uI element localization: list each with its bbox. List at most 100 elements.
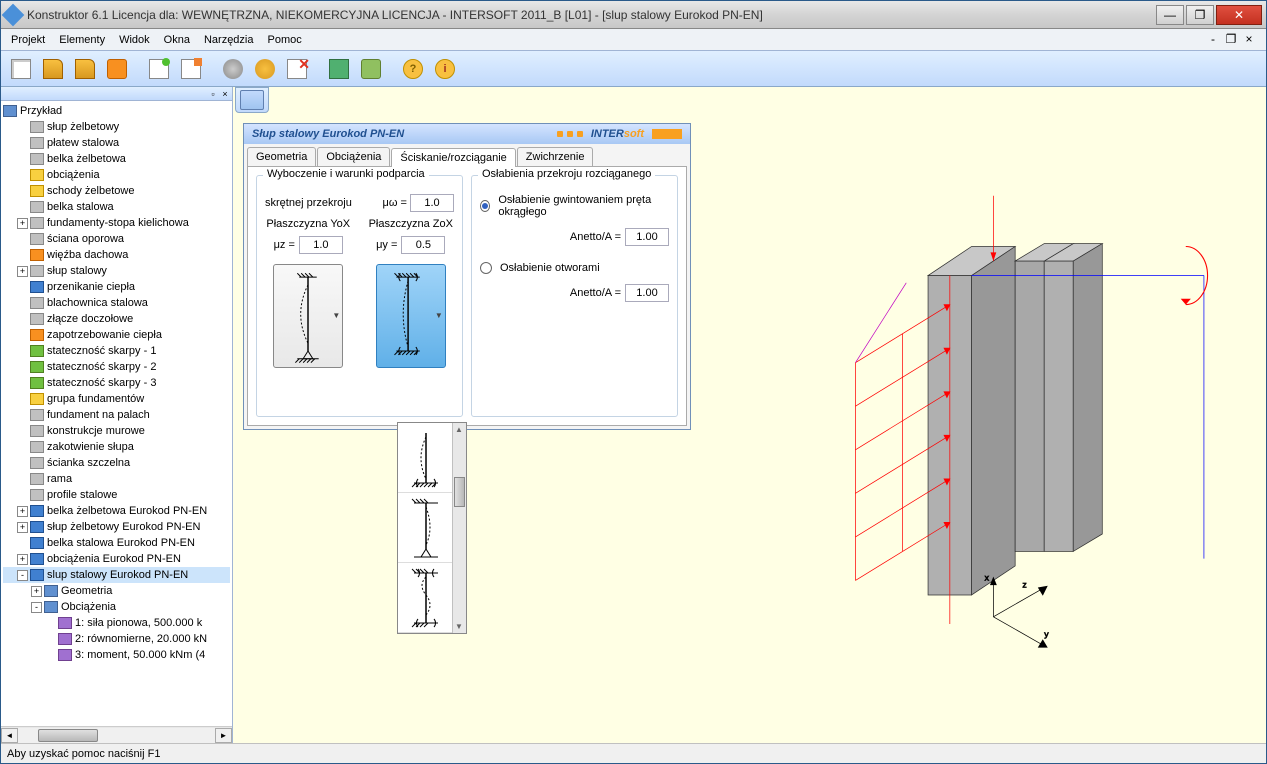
tree-expand-button[interactable]: + [17, 266, 28, 277]
tree-item[interactable]: -slup stalowy Eurokod PN-EN [3, 567, 230, 583]
tree-item[interactable]: -Obciążenia [3, 599, 230, 615]
delete-button[interactable] [283, 55, 311, 83]
mu-z-input[interactable] [299, 236, 343, 254]
scroll-thumb[interactable] [38, 729, 98, 742]
doc-edit-button[interactable] [177, 55, 205, 83]
tree-item[interactable]: belka stalowa Eurokod PN-EN [3, 535, 230, 551]
tree-item[interactable]: 3: moment, 50.000 kNm (4 [3, 647, 230, 663]
menu-pomoc[interactable]: Pomoc [268, 34, 302, 46]
tree-expand-button[interactable]: + [17, 506, 28, 517]
tree-item-label: zakotwienie słupa [47, 441, 134, 453]
menu-okna[interactable]: Okna [164, 34, 190, 46]
menu-projekt[interactable]: Projekt [11, 34, 45, 46]
tree-item[interactable]: ścianka szczelna [3, 455, 230, 471]
close-button[interactable]: ✕ [1216, 5, 1262, 25]
tree-item[interactable]: +Geometria [3, 583, 230, 599]
tree-item[interactable]: przenikanie ciepła [3, 279, 230, 295]
tree-item[interactable]: stateczność skarpy - 1 [3, 343, 230, 359]
thread-weakening-radio[interactable] [480, 200, 490, 212]
menu-widok[interactable]: Widok [119, 34, 150, 46]
tree-item[interactable]: profile stalowe [3, 487, 230, 503]
mdi-minimize-button[interactable]: - [1206, 33, 1220, 47]
tab-sciskanie[interactable]: Ściskanie/rozciąganie [391, 148, 515, 167]
tree-item-label: stateczność skarpy - 1 [47, 345, 156, 357]
mu-y-input[interactable] [401, 236, 445, 254]
mdi-restore-button[interactable]: ❐ [1224, 33, 1238, 47]
tab-geometria[interactable]: Geometria [247, 147, 316, 166]
print-button[interactable] [357, 55, 385, 83]
tree-item[interactable]: więźba dachowa [3, 247, 230, 263]
tree-item[interactable]: blachownica stalowa [3, 295, 230, 311]
tree-item[interactable]: +fundamenty-stopa kielichowa [3, 215, 230, 231]
doc-add-button[interactable] [145, 55, 173, 83]
tree-item[interactable]: płatew stalowa [3, 135, 230, 151]
tree-item[interactable]: zakotwienie słupa [3, 439, 230, 455]
tree-item[interactable]: 2: równomierne, 20.000 kN [3, 631, 230, 647]
tree-node-icon [30, 425, 44, 437]
tree-item[interactable]: +obciążenia Eurokod PN-EN [3, 551, 230, 567]
scroll-right-button[interactable]: ► [215, 728, 232, 743]
tab-obciazenia[interactable]: Obciążenia [317, 147, 390, 166]
sidebar-close-button[interactable]: × [220, 89, 230, 99]
tree-expand-button[interactable]: - [17, 570, 28, 581]
tree-item[interactable]: rama [3, 471, 230, 487]
help-button[interactable]: ? [399, 55, 427, 83]
tree-expand-button[interactable]: + [17, 554, 28, 565]
tree-item[interactable]: fundament na palach [3, 407, 230, 423]
tree-item[interactable]: +słup stalowy [3, 263, 230, 279]
tree-node-icon [30, 313, 44, 325]
support-yox-dropdown[interactable] [273, 264, 343, 368]
tree-item-label: fundament na palach [47, 409, 150, 421]
menu-narzedzia[interactable]: Narzędzia [204, 34, 254, 46]
model-canvas[interactable]: x z y [703, 117, 1262, 739]
tree-item[interactable]: +słup żelbetowy Eurokod PN-EN [3, 519, 230, 535]
tree-expand-button[interactable]: + [17, 522, 28, 533]
open-button[interactable] [39, 55, 67, 83]
tree-item[interactable]: obciążenia [3, 167, 230, 183]
tree-item[interactable]: grupa fundamentów [3, 391, 230, 407]
new-button[interactable] [7, 55, 35, 83]
anetto1-input[interactable] [625, 228, 669, 246]
anetto2-input[interactable] [625, 284, 669, 302]
view-mode-button[interactable] [240, 90, 264, 110]
tree-item-label: grupa fundamentów [47, 393, 144, 405]
tree-expand-button[interactable]: + [31, 586, 42, 597]
about-button[interactable]: i [431, 55, 459, 83]
settings1-button[interactable] [219, 55, 247, 83]
open2-button[interactable] [71, 55, 99, 83]
sidebar-pin-button[interactable]: ▫ [208, 89, 218, 99]
maximize-button[interactable]: ❐ [1186, 5, 1214, 25]
tree-node-icon [30, 233, 44, 245]
mu-omega-input[interactable] [410, 194, 454, 212]
tree-item[interactable]: 1: siła pionowa, 500.000 k [3, 615, 230, 631]
minimize-button[interactable]: — [1156, 5, 1184, 25]
tree-expand-button[interactable]: + [17, 218, 28, 229]
menu-elementy[interactable]: Elementy [59, 34, 105, 46]
tree-item[interactable]: złącze doczołowe [3, 311, 230, 327]
tree-item[interactable]: ściana oporowa [3, 231, 230, 247]
tree-item[interactable]: belka żelbetowa [3, 151, 230, 167]
tree-item[interactable]: +belka żelbetowa Eurokod PN-EN [3, 503, 230, 519]
scroll-left-button[interactable]: ◄ [1, 728, 18, 743]
save-button[interactable] [103, 55, 131, 83]
tree-item[interactable]: belka stalowa [3, 199, 230, 215]
tree-item-label: więźba dachowa [47, 249, 128, 261]
tree-node-icon [30, 153, 44, 165]
support-zox-dropdown[interactable] [376, 264, 446, 368]
support-dropdown-panel[interactable] [397, 422, 467, 634]
settings2-button[interactable] [251, 55, 279, 83]
tree-item[interactable]: stateczność skarpy - 3 [3, 375, 230, 391]
tree-item[interactable]: konstrukcje murowe [3, 423, 230, 439]
calculate-button[interactable] [325, 55, 353, 83]
sidebar-hscrollbar[interactable]: ◄ ► [1, 726, 232, 743]
tree-item[interactable]: schody żelbetowe [3, 183, 230, 199]
tree-expand-button[interactable]: - [31, 602, 42, 613]
hole-weakening-radio[interactable] [480, 262, 492, 274]
tab-zwichrzenie[interactable]: Zwichrzenie [517, 147, 594, 166]
tree-item[interactable]: stateczność skarpy - 2 [3, 359, 230, 375]
tree-item[interactable]: słup żelbetowy [3, 119, 230, 135]
tree-item[interactable]: zapotrzebowanie ciepła [3, 327, 230, 343]
mdi-close-button[interactable]: × [1242, 33, 1256, 47]
project-tree[interactable]: Przykładsłup żelbetowypłatew stalowabelk… [1, 101, 232, 726]
dropdown-scrollbar[interactable] [452, 423, 466, 633]
